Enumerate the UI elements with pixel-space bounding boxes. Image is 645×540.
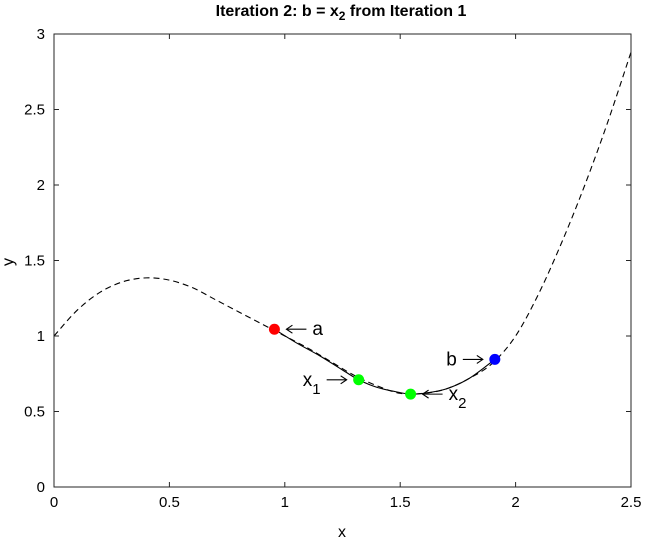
annotation-label: a (312, 319, 323, 340)
point-annotation: b (446, 349, 484, 370)
x-tick-label: 0 (50, 494, 58, 511)
function-curve-dashed (53, 51, 632, 395)
point-marker (405, 388, 417, 400)
annotation-arrow-head (340, 375, 348, 385)
x-tick-label: 1 (281, 494, 289, 511)
x-tick-label: 0.5 (159, 494, 180, 511)
y-tick-label: 2 (37, 177, 45, 194)
y-tick-label: 0 (37, 479, 45, 496)
bracket-curve-solid (274, 328, 496, 395)
annotation-label-subscript: 2 (458, 395, 466, 412)
x-tick-label: 1.5 (390, 494, 411, 511)
x-tick-label: 2 (511, 494, 519, 511)
point-annotation: x2 (421, 384, 467, 412)
annotation-label: x2 (449, 384, 467, 412)
annotation-label-main: x (303, 370, 313, 391)
point-marker (353, 374, 365, 386)
chart-title: Iteration 2: b = x2 from Iteration 1 (216, 3, 467, 23)
x-axis-label: x (338, 524, 346, 540)
y-axis-label: y (0, 258, 17, 266)
chart-title-suffix: from Iteration 1 (345, 3, 466, 20)
y-tick-label: 0.5 (24, 404, 45, 421)
annotation-label-subscript: 1 (312, 381, 320, 398)
point-annotation: a (285, 319, 323, 340)
y-tick-label: 3 (37, 26, 45, 43)
annotation-label-main: x (449, 384, 459, 405)
y-tick-label: 1 (37, 328, 45, 345)
point-annotation: x1 (303, 370, 348, 398)
chart-title-subscript: 2 (339, 9, 346, 23)
chart-title-main: Iteration 2: b = x (216, 3, 339, 20)
annotation-arrow-head (285, 324, 293, 334)
y-tick-label: 1.5 (24, 253, 45, 270)
annotation-label-main: b (446, 349, 457, 370)
annotation-arrow-head (476, 354, 484, 364)
axes-box (53, 33, 632, 488)
x-tick-label: 2.5 (621, 494, 642, 511)
annotation-label: b (446, 349, 457, 370)
point-marker (268, 323, 280, 335)
y-tick-label: 2.5 (24, 102, 45, 119)
plot-background (54, 34, 631, 487)
annotation-label: x1 (303, 370, 321, 398)
point-marker (489, 353, 501, 365)
annotation-label-main: a (312, 319, 323, 340)
annotation-arrow-head (421, 389, 429, 399)
